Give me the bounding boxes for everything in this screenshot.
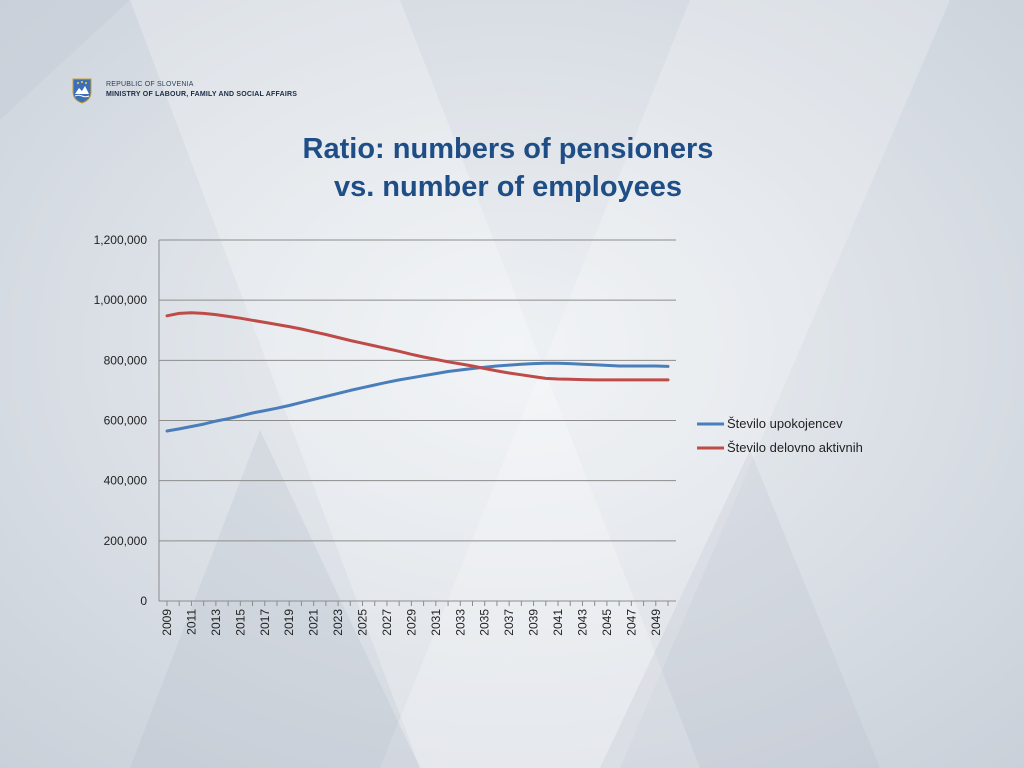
ministry-header: REPUBLIC OF SLOVENIA MINISTRY OF LABOUR,…	[72, 78, 297, 104]
x-tick-label: 2025	[356, 609, 370, 636]
y-tick-label: 1,000,000	[94, 293, 148, 307]
x-tick-label: 2033	[453, 609, 467, 636]
y-tick-label: 0	[140, 594, 147, 608]
y-tick-label: 200,000	[104, 534, 148, 548]
x-tick-label: 2019	[282, 609, 296, 636]
x-tick-label: 2013	[209, 609, 223, 636]
x-tick-label: 2039	[527, 609, 541, 636]
x-tick-label: 2021	[307, 609, 321, 636]
x-tick-label: 2009	[160, 609, 174, 636]
x-tick-label: 2023	[331, 609, 345, 636]
slide-title: Ratio: numbers of pensioners vs. number …	[200, 130, 816, 206]
y-tick-label: 800,000	[104, 353, 148, 367]
legend-label-1: Število upokojencev	[727, 416, 843, 431]
org-line-2: MINISTRY OF LABOUR, FAMILY AND SOCIAL AF…	[106, 91, 298, 98]
slide-title-line-1: Ratio: numbers of pensioners	[302, 133, 714, 165]
x-tick-label: 2015	[233, 609, 247, 636]
series-line-2	[165, 311, 670, 382]
x-tick-label: 2029	[404, 609, 418, 636]
x-tick-label: 2011	[184, 609, 198, 635]
y-tick-label: 400,000	[104, 474, 148, 488]
slovenia-coat-of-arms-icon	[72, 78, 92, 104]
x-tick-label: 2047	[624, 609, 638, 636]
org-line-1: REPUBLIC OF SLOVENIA	[106, 81, 194, 88]
x-tick-label: 2031	[429, 609, 443, 636]
x-tick-label: 2043	[575, 609, 589, 636]
x-tick-label: 2017	[258, 609, 272, 636]
slide-title-line-2: vs. number of employees	[333, 171, 683, 203]
y-tick-label: 600,000	[104, 414, 148, 428]
series-line-1	[165, 361, 670, 433]
x-tick-label: 2037	[502, 609, 516, 636]
x-tick-label: 2027	[380, 609, 394, 636]
legend-label-2: Število delovno aktivnih	[727, 440, 863, 455]
x-tick-label: 2045	[600, 609, 614, 636]
y-tick-label: 1,200,000	[94, 233, 148, 247]
x-tick-label: 2035	[478, 609, 492, 636]
x-tick-label: 2049	[649, 609, 663, 636]
x-tick-label: 2041	[551, 609, 565, 636]
